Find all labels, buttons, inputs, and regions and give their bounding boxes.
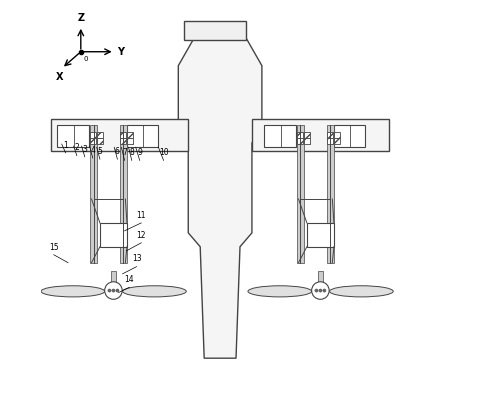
Bar	[304, 138, 310, 144]
Bar	[120, 125, 127, 263]
Bar	[120, 138, 126, 144]
Ellipse shape	[248, 286, 312, 297]
Text: Z: Z	[77, 13, 84, 23]
Circle shape	[315, 289, 318, 292]
Bar	[304, 132, 310, 138]
Text: X: X	[56, 72, 63, 82]
Bar	[127, 132, 133, 138]
Text: 2: 2	[74, 143, 79, 152]
Bar	[297, 138, 303, 144]
Text: 6: 6	[115, 147, 120, 156]
Bar	[327, 125, 334, 263]
Bar	[127, 138, 133, 144]
Ellipse shape	[41, 286, 105, 297]
Bar	[90, 138, 96, 144]
Text: 13: 13	[132, 254, 141, 263]
Bar	[334, 138, 340, 144]
Text: 12: 12	[136, 230, 146, 240]
Text: 7: 7	[122, 148, 127, 157]
Text: 8: 8	[130, 148, 134, 157]
Ellipse shape	[122, 286, 186, 297]
Text: 11: 11	[136, 211, 146, 220]
Bar	[51, 119, 188, 151]
Circle shape	[116, 289, 119, 292]
Bar	[96, 138, 103, 144]
Bar	[90, 132, 96, 138]
Bar	[57, 125, 89, 147]
Text: 10: 10	[159, 148, 168, 157]
Bar	[307, 223, 334, 247]
Bar	[100, 223, 127, 247]
Circle shape	[319, 289, 322, 292]
Text: 1: 1	[63, 140, 68, 150]
Circle shape	[323, 289, 326, 292]
Bar	[90, 125, 96, 263]
Bar	[184, 21, 246, 40]
Bar	[96, 132, 103, 138]
Bar	[120, 132, 126, 138]
Bar	[264, 125, 296, 147]
Text: 9: 9	[137, 148, 142, 157]
Circle shape	[108, 289, 111, 292]
Text: 5: 5	[97, 147, 102, 156]
Text: 4: 4	[90, 146, 95, 155]
Bar	[297, 132, 303, 138]
Text: 14: 14	[124, 275, 134, 284]
Text: Y: Y	[118, 47, 124, 57]
Bar	[318, 271, 323, 287]
Circle shape	[112, 289, 115, 292]
Bar	[111, 271, 116, 287]
Bar	[334, 132, 340, 138]
Ellipse shape	[330, 286, 393, 297]
Bar	[297, 125, 304, 263]
Text: 0: 0	[84, 56, 88, 62]
Bar	[334, 125, 365, 147]
Text: 15: 15	[49, 242, 59, 252]
Circle shape	[312, 282, 329, 299]
Bar	[327, 138, 333, 144]
Bar	[327, 132, 333, 138]
Bar	[127, 125, 158, 147]
Polygon shape	[178, 38, 262, 358]
Bar	[252, 119, 389, 151]
Text: 3: 3	[83, 144, 87, 154]
Circle shape	[105, 282, 122, 299]
